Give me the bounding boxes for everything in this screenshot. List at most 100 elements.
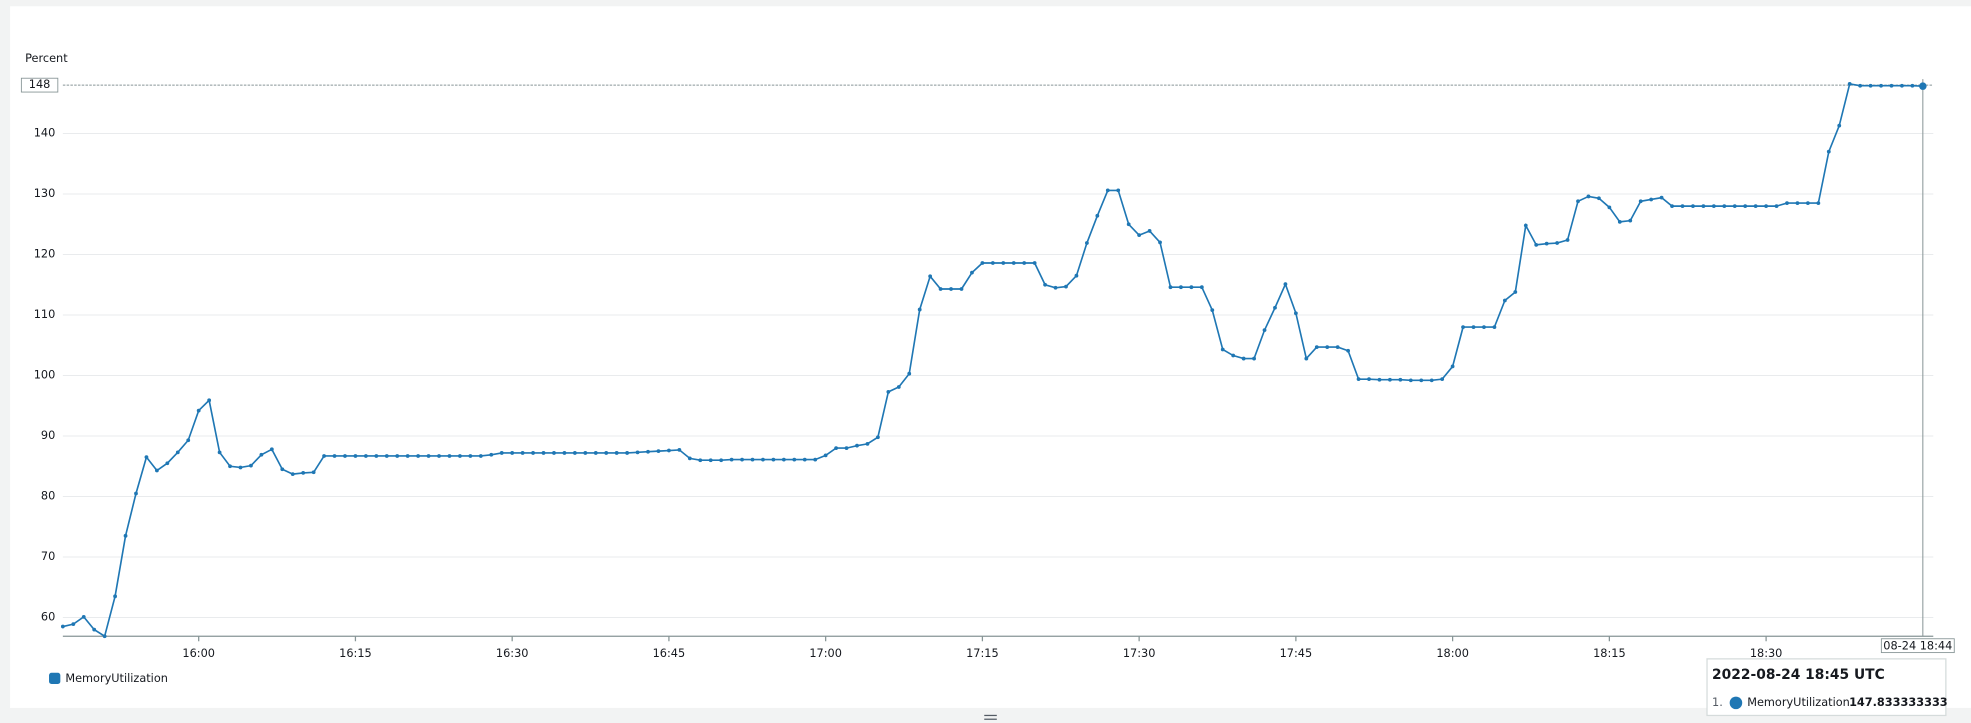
y-tick-label: 70 <box>41 550 55 563</box>
data-point <box>416 454 421 458</box>
data-point <box>604 451 609 455</box>
data-point <box>1283 282 1288 287</box>
data-point <box>468 454 473 458</box>
data-point <box>1262 328 1267 333</box>
x-tick-label: 17:45 <box>1280 647 1313 660</box>
tooltip-series: MemoryUtilization <box>1747 696 1850 709</box>
data-point <box>1597 196 1601 201</box>
data-point <box>322 454 326 458</box>
data-point <box>1085 241 1089 245</box>
data-point <box>1795 201 1800 205</box>
data-point <box>1293 311 1298 316</box>
data-point <box>1032 261 1037 265</box>
data-point <box>1252 356 1256 361</box>
data-point <box>1179 285 1183 290</box>
data-point <box>1826 149 1831 154</box>
tooltip: 2022-08-24 18:45 UTC 1. MemoryUtilizatio… <box>1706 658 1948 717</box>
data-point <box>1450 364 1455 369</box>
data-point <box>970 270 974 275</box>
data-point <box>886 389 891 394</box>
data-point <box>510 451 515 455</box>
data-point <box>1806 201 1810 205</box>
data-point <box>458 454 462 458</box>
data-point <box>802 457 807 462</box>
data-point <box>792 457 797 462</box>
plot: 60 70 80 90 100 110 120 130 140 16:00 16:15 16:30 16… <box>20 77 1955 660</box>
data-point <box>1158 240 1162 245</box>
data-point <box>1043 282 1047 287</box>
data-point <box>259 452 264 457</box>
data-point <box>761 457 765 462</box>
data-point <box>1053 285 1058 290</box>
data-point <box>552 451 556 455</box>
data-point <box>949 287 953 291</box>
legend-swatch[interactable] <box>49 672 61 685</box>
data-point <box>781 457 786 462</box>
data-point <box>1199 285 1204 290</box>
data-point <box>301 471 306 475</box>
data-point <box>698 458 703 463</box>
data-point <box>426 454 431 458</box>
data-point <box>1126 222 1131 227</box>
data-point <box>625 451 630 455</box>
data-point <box>196 408 201 413</box>
data-point <box>677 448 682 452</box>
data-point <box>1011 261 1016 265</box>
tooltip-index: 1. <box>1712 696 1723 709</box>
data-point <box>1722 204 1727 209</box>
data-point <box>1628 218 1633 223</box>
data-point <box>876 435 880 440</box>
data-point <box>207 398 212 403</box>
data-point <box>311 470 316 475</box>
data-point <box>938 287 943 291</box>
data-point <box>635 450 640 455</box>
data-point <box>165 461 170 466</box>
data-point <box>1116 188 1121 193</box>
data-point <box>1523 223 1528 228</box>
data-point <box>1701 204 1706 209</box>
y-tick-label: 80 <box>41 489 55 502</box>
data-point <box>1377 377 1382 382</box>
data-point <box>1659 195 1664 200</box>
data-point <box>228 464 232 469</box>
data-point <box>1231 353 1236 358</box>
data-point <box>1868 83 1873 88</box>
y-tick-label: 140 <box>34 127 56 140</box>
data-point <box>646 449 650 454</box>
data-point <box>1680 204 1685 209</box>
data-point <box>729 457 734 462</box>
data-point <box>217 450 222 455</box>
data-point <box>81 614 86 619</box>
data-point <box>447 454 452 458</box>
crosshair-y-label: 148 <box>29 78 51 91</box>
data-point <box>1429 378 1434 383</box>
data-point <box>1670 204 1674 209</box>
data-point <box>1001 261 1006 265</box>
data-point <box>1555 241 1559 245</box>
data-point <box>1764 204 1768 209</box>
data-point <box>1732 204 1737 209</box>
x-tick-label: 16:15 <box>339 647 372 660</box>
data-point <box>1743 204 1748 209</box>
data-point <box>1210 308 1215 313</box>
data-point <box>186 438 191 443</box>
data-point <box>123 533 128 538</box>
x-tick-label: 16:45 <box>653 647 686 660</box>
legend-label[interactable]: MemoryUtilization <box>65 672 168 685</box>
data-point <box>583 451 588 455</box>
data-point <box>1638 199 1643 204</box>
x-tick-label: 18:15 <box>1593 647 1626 660</box>
data-point <box>102 634 107 639</box>
data-point <box>1356 377 1361 382</box>
data-point <box>374 454 379 458</box>
y-tick-label: 130 <box>34 187 56 200</box>
tooltip-box <box>1706 658 1947 717</box>
panel <box>10 6 1971 708</box>
tooltip-value: 147.833333333 <box>1849 696 1948 709</box>
resize-handle[interactable] <box>984 714 997 720</box>
data-point <box>531 451 535 455</box>
data-point <box>1168 285 1173 290</box>
legend[interactable]: MemoryUtilization <box>49 672 168 685</box>
